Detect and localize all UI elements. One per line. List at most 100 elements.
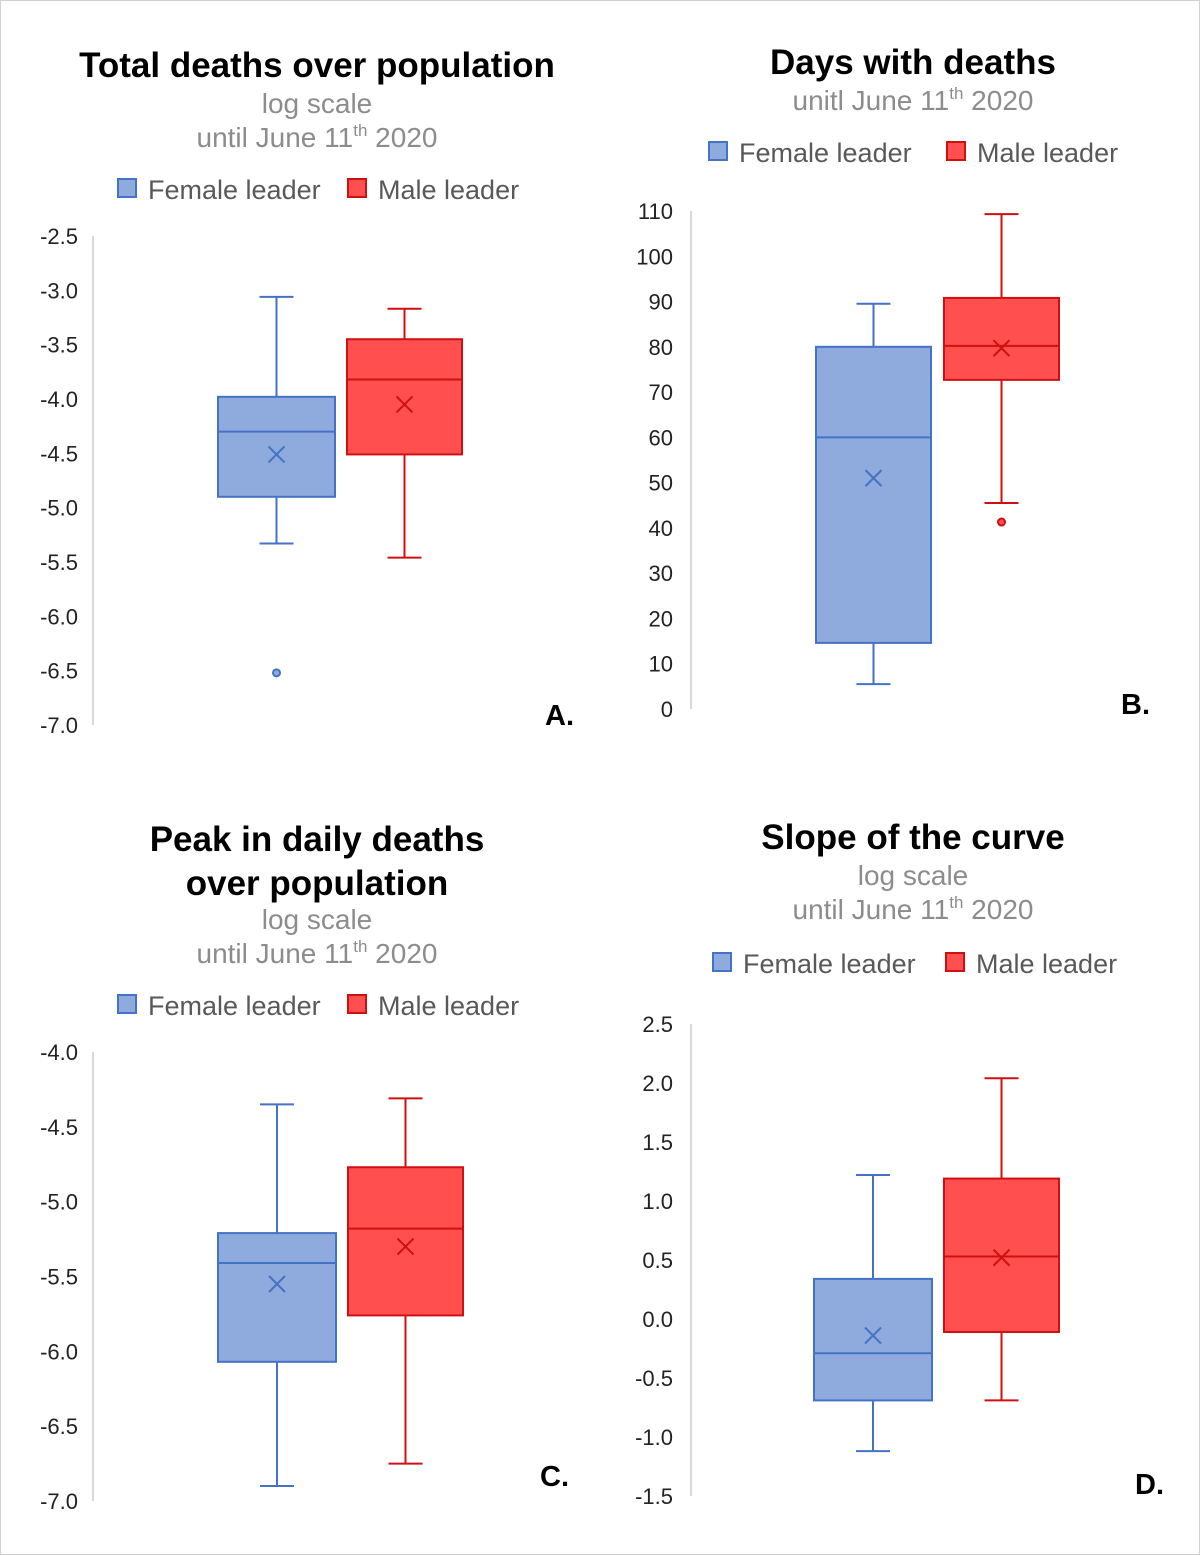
chart-subtitle: log scale <box>262 904 373 935</box>
y-tick-label: 60 <box>649 425 673 450</box>
subtitle-text: 2020 <box>963 894 1033 925</box>
subtitle-text: log scale <box>262 904 373 935</box>
y-tick-label: -5.0 <box>40 496 78 521</box>
legend-swatch <box>708 141 728 161</box>
y-tick-label: -4.0 <box>40 1040 78 1065</box>
mean-marker <box>268 1275 286 1293</box>
subtitle-text: log scale <box>262 88 373 119</box>
subtitle-superscript: th <box>949 84 963 103</box>
y-tick-label: -3.5 <box>40 333 78 358</box>
subtitle-text: 2020 <box>367 122 437 153</box>
iqr-box <box>815 345 932 644</box>
y-tick-label: 0.0 <box>642 1307 673 1332</box>
y-tick-label: -6.0 <box>40 1339 78 1364</box>
y-tick-label: 80 <box>649 335 673 360</box>
y-tick-label: -7.0 <box>40 713 78 738</box>
subtitle-text: 2020 <box>367 938 437 969</box>
panel-label: D. <box>1135 1469 1164 1501</box>
y-tick-label: 50 <box>649 471 673 496</box>
y-tick-label: 1.5 <box>642 1130 673 1155</box>
box-female <box>217 1103 337 1488</box>
iqr-box <box>346 338 463 456</box>
legend-swatch <box>712 952 732 972</box>
legend-label: Male leader <box>976 949 1117 979</box>
y-tick-label: -5.5 <box>40 550 78 575</box>
legend-label: Female leader <box>743 949 916 979</box>
legend-label: Male leader <box>977 138 1118 168</box>
y-tick-label: 30 <box>649 561 673 586</box>
subtitle-text: unitl June 11 <box>793 85 950 116</box>
iqr-box <box>943 1177 1060 1333</box>
subtitle-superscript: th <box>949 893 963 912</box>
chart-subtitle: until June 11th 2020 <box>793 893 1034 925</box>
iqr-box <box>813 1277 933 1402</box>
iqr-box <box>347 1166 464 1317</box>
chart-title: Peak in daily deaths <box>150 820 485 859</box>
legend-label: Male leader <box>378 175 519 205</box>
panel-label: A. <box>545 700 574 732</box>
y-tick-label: -5.0 <box>40 1190 78 1215</box>
box-female <box>815 302 932 686</box>
y-tick-label: -6.5 <box>40 659 78 684</box>
y-tick-label: 2.0 <box>642 1071 673 1096</box>
mean-marker <box>396 1237 415 1256</box>
mean-marker <box>992 1248 1011 1267</box>
subtitle-text: until June 11 <box>197 938 354 969</box>
y-tick-label: 10 <box>649 652 673 677</box>
y-tick-label: -4.5 <box>40 1115 78 1140</box>
legend-swatch <box>117 178 137 198</box>
y-tick-label: -1.5 <box>635 1484 673 1509</box>
chart-subtitle: until June 11th 2020 <box>197 121 438 153</box>
y-tick-label: -0.5 <box>635 1366 673 1391</box>
iqr-box <box>217 1232 337 1363</box>
legend-swatch <box>347 178 367 198</box>
chart-subtitle: unitl June 11th 2020 <box>793 84 1034 116</box>
mean-marker <box>992 339 1011 357</box>
chart-subtitle: log scale <box>858 860 969 891</box>
subtitle-superscript: th <box>353 121 367 140</box>
y-tick-label: 70 <box>649 380 673 405</box>
legend-label: Female leader <box>148 991 321 1021</box>
box-male <box>347 1097 464 1465</box>
legend-swatch <box>347 994 367 1014</box>
y-tick-label: -1.0 <box>635 1425 673 1450</box>
y-tick-label: 0 <box>661 697 673 722</box>
mean-marker <box>864 1326 882 1345</box>
y-tick-label: 20 <box>649 606 673 631</box>
box-male <box>346 307 463 559</box>
y-tick-label: -3.0 <box>40 278 78 303</box>
y-tick-label: -6.5 <box>40 1414 78 1439</box>
y-tick-label: 1.0 <box>642 1189 673 1214</box>
chart-title: Total deaths over population <box>79 46 555 85</box>
panel-label: B. <box>1121 689 1150 721</box>
y-tick-label: 100 <box>636 244 673 269</box>
mean-marker <box>395 395 414 414</box>
subtitle-superscript: th <box>353 937 367 956</box>
box-male <box>943 213 1060 527</box>
y-tick-label: 110 <box>638 199 673 224</box>
outlier-point <box>997 517 1006 527</box>
chart-title: Slope of the curve <box>761 818 1064 857</box>
legend-label: Female leader <box>739 138 912 168</box>
subtitle-text: 2020 <box>963 85 1033 116</box>
box-female <box>217 295 336 678</box>
subtitle-text: until June 11 <box>793 894 950 925</box>
y-tick-label: -4.0 <box>40 387 78 412</box>
legend-swatch <box>945 952 965 972</box>
box-male <box>943 1077 1060 1402</box>
chart-subtitle: until June 11th 2020 <box>197 937 438 969</box>
y-tick-label: -4.5 <box>40 441 78 466</box>
y-tick-label: 90 <box>649 290 673 315</box>
y-tick-label: 0.5 <box>642 1248 673 1273</box>
iqr-box <box>217 395 336 498</box>
panel-label: C. <box>540 1461 569 1493</box>
legend-label: Female leader <box>148 175 321 205</box>
iqr-box <box>943 296 1060 381</box>
y-tick-label: -5.5 <box>40 1265 78 1290</box>
